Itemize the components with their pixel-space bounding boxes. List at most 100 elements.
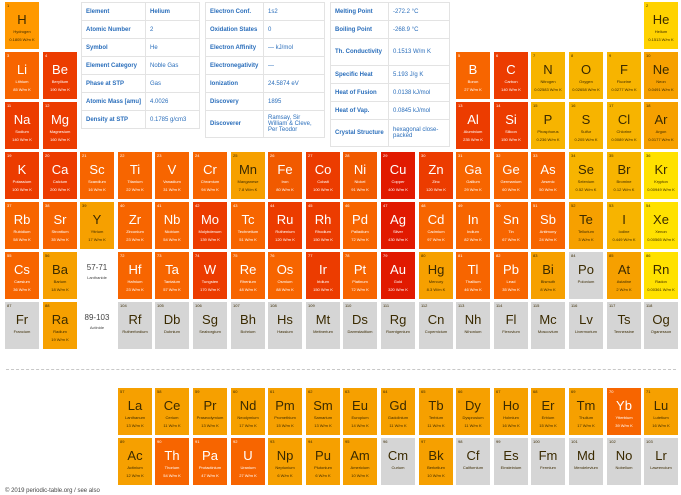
- element-lr[interactable]: 103 Lr Lawrencium: [644, 438, 678, 485]
- element-cu[interactable]: 29 Cu Copper 400 W/m K: [381, 152, 415, 199]
- element-hs[interactable]: 108 Hs Hassium: [268, 302, 302, 349]
- element-ru[interactable]: 44 Ru Ruthenium 120 W/m K: [268, 202, 302, 249]
- element-sr[interactable]: 38 Sr Strontium 35 W/m K: [43, 202, 77, 249]
- element-os[interactable]: 76 Os Osmium 88 W/m K: [268, 252, 302, 299]
- element-db[interactable]: 105 Db Dubnium: [155, 302, 189, 349]
- element-tl[interactable]: 81 Tl Thallium 46 W/m K: [456, 252, 490, 299]
- element-w[interactable]: 74 W Tungsten 170 W/m K: [193, 252, 227, 299]
- element-zr[interactable]: 40 Zr Zirconium 23 W/m K: [118, 202, 152, 249]
- element-o[interactable]: 8 O Oxygen 0.02658 W/m K: [569, 52, 603, 99]
- element-in[interactable]: 49 In Indium 82 W/m K: [456, 202, 490, 249]
- element-la[interactable]: 57 La Lanthanum 13 W/m K: [118, 388, 152, 435]
- element-si[interactable]: 14 Si Silicon 150 W/m K: [494, 102, 528, 149]
- element-np[interactable]: 93 Np Neptunium 6 W/m K: [268, 438, 302, 485]
- element-ts[interactable]: 117 Ts Tennessine: [607, 302, 641, 349]
- element-se[interactable]: 34 Se Selenium 0.52 W/m K: [569, 152, 603, 199]
- element-hg[interactable]: 80 Hg Mercury 8.3 W/m K: [419, 252, 453, 299]
- element-cs[interactable]: 55 Cs Caesium 36 W/m K: [5, 252, 39, 299]
- element-sb[interactable]: 51 Sb Antimony 24 W/m K: [531, 202, 565, 249]
- element-br[interactable]: 35 Br Bromine 0.12 W/m K: [607, 152, 641, 199]
- element-ag[interactable]: 47 Ag Silver 430 W/m K: [381, 202, 415, 249]
- element-be[interactable]: 4 Be Beryllium 190 W/m K: [43, 52, 77, 99]
- element-v[interactable]: 23 V Vanadium 31 W/m K: [155, 152, 189, 199]
- element-cd[interactable]: 48 Cd Cadmium 97 W/m K: [419, 202, 453, 249]
- element-sc[interactable]: 21 Sc Scandium 16 W/m K: [80, 152, 114, 199]
- element-pm[interactable]: 61 Pm Promethium 15 W/m K: [268, 388, 302, 435]
- element-kr[interactable]: 36 Kr Krypton 0.00949 W/m K: [644, 152, 678, 199]
- element-y[interactable]: 39 Y Yttrium 17 W/m K: [80, 202, 114, 249]
- element-og[interactable]: 118 Og Oganesson: [644, 302, 678, 349]
- element-es[interactable]: 99 Es Einsteinium: [494, 438, 528, 485]
- element-ce[interactable]: 58 Ce Cerium 11 W/m K: [155, 388, 189, 435]
- element-cl[interactable]: 17 Cl Chlorine 0.0089 W/m K: [607, 102, 641, 149]
- element-ra[interactable]: 88 Ra Radium 19 W/m K: [43, 302, 77, 349]
- element-tc[interactable]: 43 Tc Technetium 51 W/m K: [231, 202, 265, 249]
- element-u[interactable]: 92 U Uranium 27 W/m K: [231, 438, 265, 485]
- element-mc[interactable]: 115 Mc Moscovium: [531, 302, 565, 349]
- element-bk[interactable]: 97 Bk Berkelium 10 W/m K: [419, 438, 453, 485]
- element-ge[interactable]: 32 Ge Germanium 60 W/m K: [494, 152, 528, 199]
- element-tb[interactable]: 65 Tb Terbium 11 W/m K: [419, 388, 453, 435]
- element-nd[interactable]: 60 Nd Neodymium 17 W/m K: [231, 388, 265, 435]
- element-c[interactable]: 6 C Carbon 140 W/m K: [494, 52, 528, 99]
- element-lv[interactable]: 116 Lv Livermorium: [569, 302, 603, 349]
- element-ds[interactable]: 110 Ds Darmstadtium: [343, 302, 377, 349]
- element-th[interactable]: 90 Th Thorium 54 W/m K: [155, 438, 189, 485]
- element-nb[interactable]: 41 Nb Niobium 54 W/m K: [155, 202, 189, 249]
- element-cn[interactable]: 112 Cn Copernicium: [419, 302, 453, 349]
- element-pa[interactable]: 91 Pa Protactinium 47 W/m K: [193, 438, 227, 485]
- element-sm[interactable]: 62 Sm Samarium 13 W/m K: [306, 388, 340, 435]
- element-rb[interactable]: 37 Rb Rubidium 58 W/m K: [5, 202, 39, 249]
- element-rf[interactable]: 104 Rf Rutherfordium: [118, 302, 152, 349]
- element-po[interactable]: 84 Po Polonium: [569, 252, 603, 299]
- element-ac[interactable]: 89 Ac Actinium 12 W/m K: [118, 438, 152, 485]
- element-rh[interactable]: 45 Rh Rhodium 150 W/m K: [306, 202, 340, 249]
- element-ti[interactable]: 22 Ti Titanium 22 W/m K: [118, 152, 152, 199]
- element-md[interactable]: 101 Md Mendelevium: [569, 438, 603, 485]
- element-ga[interactable]: 31 Ga Gallium 29 W/m K: [456, 152, 490, 199]
- element-yb[interactable]: 70 Yb Ytterbium 39 W/m K: [607, 388, 641, 435]
- element-i[interactable]: 53 I Iodine 0.449 W/m K: [607, 202, 641, 249]
- element-xe[interactable]: 54 Xe Xenon 0.00565 W/m K: [644, 202, 678, 249]
- element-pr[interactable]: 59 Pr Praseodymium 13 W/m K: [193, 388, 227, 435]
- element-lu[interactable]: 71 Lu Lutetium 16 W/m K: [644, 388, 678, 435]
- element-co[interactable]: 27 Co Cobalt 100 W/m K: [306, 152, 340, 199]
- element-na[interactable]: 11 Na Sodium 140 W/m K: [5, 102, 39, 149]
- element-mn[interactable]: 25 Mn Manganese 7.8 W/m K: [231, 152, 265, 199]
- element-au[interactable]: 79 Au Gold 320 W/m K: [381, 252, 415, 299]
- element-s[interactable]: 16 S Sulfur 0.205 W/m K: [569, 102, 603, 149]
- element-fe[interactable]: 26 Fe Iron 80 W/m K: [268, 152, 302, 199]
- element-ba[interactable]: 56 Ba Barium 18 W/m K: [43, 252, 77, 299]
- element-ta[interactable]: 73 Ta Tantalum 57 W/m K: [155, 252, 189, 299]
- element-sg[interactable]: 106 Sg Seaborgium: [193, 302, 227, 349]
- element-rn[interactable]: 86 Rn Radon 0.00361 W/m K: [644, 252, 678, 299]
- element-eu[interactable]: 63 Eu Europium 14 W/m K: [343, 388, 377, 435]
- element-cr[interactable]: 24 Cr Chromium 94 W/m K: [193, 152, 227, 199]
- element-fl[interactable]: 114 Fl Flerovium: [494, 302, 528, 349]
- element-bh[interactable]: 107 Bh Bohrium: [231, 302, 265, 349]
- element-h[interactable]: 1 H Hydrogen 0.1805 W/m K: [5, 2, 39, 49]
- element-k[interactable]: 19 K Potassium 100 W/m K: [5, 152, 39, 199]
- element-mg[interactable]: 12 Mg Magnesium 160 W/m K: [43, 102, 77, 149]
- element-b[interactable]: 5 B Boron 27 W/m K: [456, 52, 490, 99]
- element-sn[interactable]: 50 Sn Tin 67 W/m K: [494, 202, 528, 249]
- element-ar[interactable]: 18 Ar Argon 0.0177 W/m K: [644, 102, 678, 149]
- element-zn[interactable]: 30 Zn Zinc 120 W/m K: [419, 152, 453, 199]
- element-pd[interactable]: 46 Pd Palladium 72 W/m K: [343, 202, 377, 249]
- element-ho[interactable]: 67 Ho Holmium 16 W/m K: [494, 388, 528, 435]
- element-te[interactable]: 52 Te Tellurium 3 W/m K: [569, 202, 603, 249]
- element-li[interactable]: 3 Li Lithium 85 W/m K: [5, 52, 39, 99]
- element-as[interactable]: 33 As Arsenic 50 W/m K: [531, 152, 565, 199]
- element-gd[interactable]: 64 Gd Gadolinium 11 W/m K: [381, 388, 415, 435]
- element-pu[interactable]: 94 Pu Plutonium 6 W/m K: [306, 438, 340, 485]
- element-ni[interactable]: 28 Ni Nickel 91 W/m K: [343, 152, 377, 199]
- element-er[interactable]: 68 Er Erbium 15 W/m K: [531, 388, 565, 435]
- element-pb[interactable]: 82 Pb Lead 35 W/m K: [494, 252, 528, 299]
- element-ne[interactable]: 10 Ne Neon 0.0491 W/m K: [644, 52, 678, 99]
- element-cm[interactable]: 96 Cm Curium: [381, 438, 415, 485]
- element-al[interactable]: 13 Al Aluminium 235 W/m K: [456, 102, 490, 149]
- element-cf[interactable]: 98 Cf Californium: [456, 438, 490, 485]
- element-rg[interactable]: 111 Rg Roentgenium: [381, 302, 415, 349]
- element-p[interactable]: 15 P Phosphorus 0.236 W/m K: [531, 102, 565, 149]
- element-he[interactable]: 2 He Helium 0.1513 W/m K: [644, 2, 678, 49]
